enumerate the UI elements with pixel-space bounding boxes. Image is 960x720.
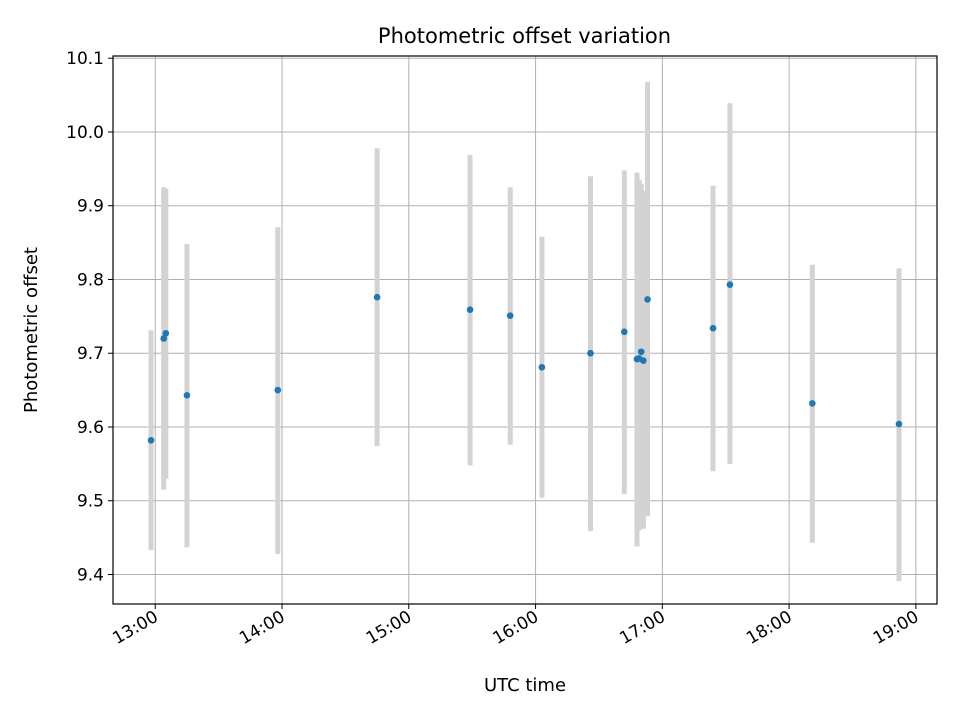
data-point [709,324,717,332]
error-bars [148,81,902,582]
data-point [160,335,168,342]
y-tick-label: 9.9 [77,197,104,217]
data-point [809,400,816,407]
x-tick-label: 16:00 [490,607,542,649]
y-axis-ticks: 9.4 9.5 9.6 9.7 9.8 9.9 10.0 10.1 [66,49,113,585]
x-tick-label: 17:00 [616,607,668,649]
data-point [621,328,628,336]
data-point [895,420,903,428]
x-axis-label: UTC time [484,675,566,696]
grid-lines [113,56,937,604]
x-axis-ticks: 13:00 14:00 15:00 16:00 17:00 18:00 19:00 [109,604,922,649]
data-point [373,293,381,301]
data-points [147,281,903,444]
data-point [183,391,191,399]
data-point [274,386,282,394]
data-point [644,296,651,303]
y-tick-label: 9.4 [77,565,104,585]
data-point [538,363,546,371]
data-point [640,357,647,364]
y-tick-label: 9.5 [77,492,104,512]
chart-title: Photometric offset variation [378,24,671,48]
y-tick-label: 10.0 [66,123,104,143]
y-axis-label: Photometric offset [21,247,42,413]
data-point [147,436,155,444]
data-point [726,281,734,288]
y-tick-label: 9.8 [77,270,104,290]
data-point [466,306,474,314]
plot-area-frame [112,55,938,605]
y-tick-label: 10.1 [66,49,104,69]
x-tick-label: 18:00 [743,607,795,649]
data-point [162,330,170,337]
x-tick-label: 19:00 [870,607,922,649]
y-tick-label: 9.6 [77,418,104,438]
x-tick-label: 14:00 [236,607,288,649]
y-tick-label: 9.7 [77,344,104,364]
x-tick-label: 15:00 [363,607,415,649]
data-point [506,312,514,319]
x-tick-label: 13:00 [109,607,161,649]
data-point [637,348,645,356]
data-point [587,349,594,357]
